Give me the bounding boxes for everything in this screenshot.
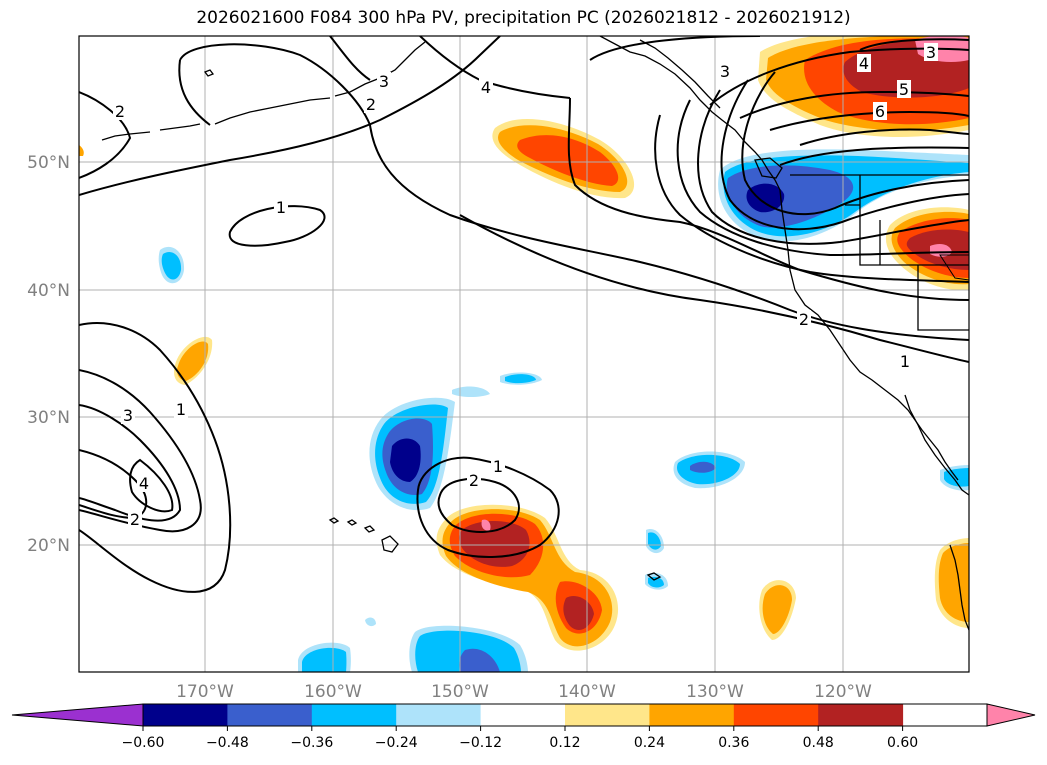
contour-label: 5 [899,80,909,99]
map-frame [78,35,970,673]
lat-label-20n: 20°N [27,536,70,556]
colorbar-tick-label: 0.36 [718,735,749,751]
contour-label: 4 [859,54,869,73]
lon-label-150w: 150°W [431,682,489,702]
colorbar-segment [649,704,735,726]
colorbar-segment [733,704,819,726]
contour-label: 2 [469,471,479,490]
lon-label-170w: 170°W [176,682,234,702]
colorbar-segment [818,704,904,726]
colorbar-tick-label: −0.24 [375,735,418,751]
colorbar-tick-label: 0.24 [634,735,665,751]
longitude-labels: 170°W 160°W 150°W 140°W 130°W 120°W [176,682,872,702]
contour-label: 3 [720,62,730,81]
contour-label: 2 [130,510,140,529]
contour-label: 2 [115,102,125,121]
contour-label: 1 [276,198,286,217]
latitude-labels: 50°N 40°N 30°N 20°N [27,153,70,556]
colorbar-tick-label: 0.12 [549,735,580,751]
map-title: 2026021600 F084 300 hPa PV, precipitatio… [196,8,851,28]
contour-label: 4 [481,78,491,97]
coastlines [101,36,969,631]
contour-label: 1 [900,352,910,371]
contour-label: 1 [176,400,186,419]
lat-label-30n: 30°N [27,408,70,428]
contour-label: 4 [139,474,149,493]
lon-label-130w: 130°W [686,682,744,702]
precip-shading [79,36,969,672]
colorbar-segment [565,704,650,726]
colorbar-tick-label: −0.36 [290,735,333,751]
colorbar-tick-label: 0.60 [887,735,918,751]
lon-label-120w: 120°W [814,682,872,702]
lat-label-50n: 50°N [27,153,70,173]
contour-labels: 2 3 4 2 1 3 4 5 6 1 2 1 3 4 [113,43,938,529]
graticule [79,36,969,672]
colorbar-tick-label: 0.48 [803,735,834,751]
colorbar-segment [311,704,397,726]
contour-label: 2 [799,310,809,329]
colorbar-left-extension [11,703,144,727]
contour-label: 3 [926,43,936,62]
colorbar-tick-label: −0.60 [122,735,165,751]
colorbar-right-extension [986,703,1036,727]
colorbar-tick-label: −0.48 [206,735,249,751]
colorbar-ticks: −0.60 −0.48 −0.36 −0.24 −0.12 0.12 0.24 0.36 0.4… [122,726,918,751]
colorbar-segment [143,704,228,726]
lon-label-140w: 140°W [558,682,616,702]
colorbar-segment [396,704,482,726]
colorbar-segment [227,704,313,726]
contour-label: 1 [493,457,503,476]
contour-label: 6 [875,102,885,121]
colorbar-tick-label: −0.12 [459,735,502,751]
lon-label-160w: 160°W [304,682,362,702]
colorbar [11,703,1036,727]
map-plot-area: 2 3 4 2 1 3 4 5 6 1 2 1 3 4 [79,36,969,672]
contour-label: 2 [366,95,376,114]
lat-label-40n: 40°N [27,281,70,301]
contour-label: 3 [123,406,133,425]
contour-label: 3 [379,72,389,91]
colorbar-segment [480,704,566,726]
